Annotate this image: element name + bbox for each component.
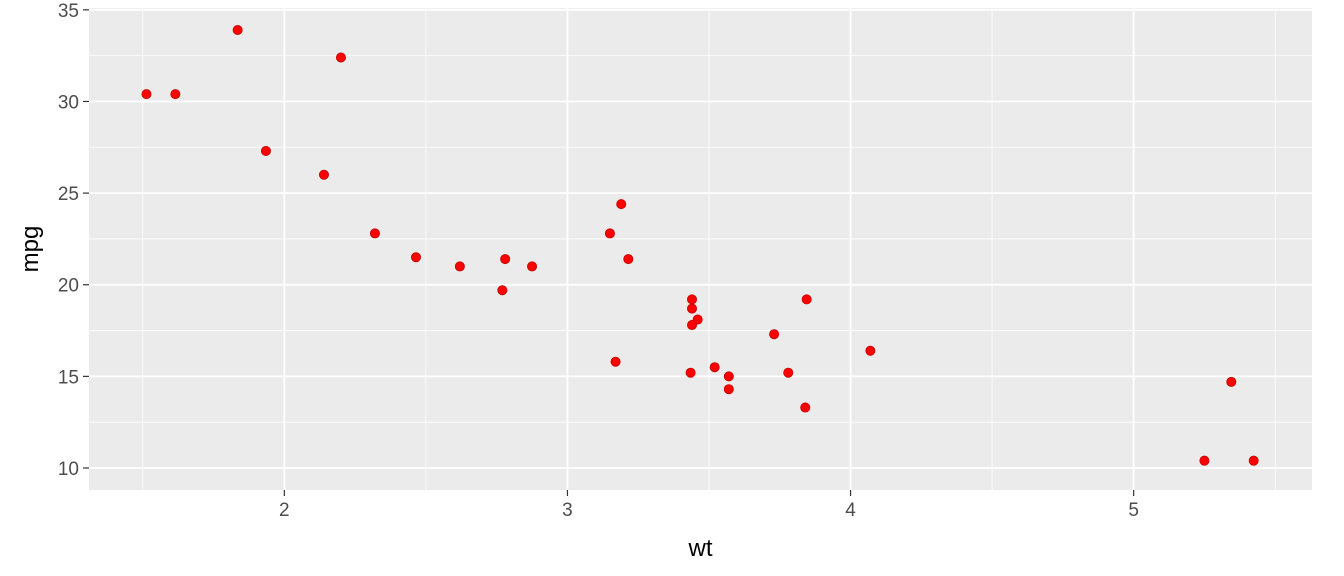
data-point — [1199, 455, 1210, 466]
data-point — [687, 320, 698, 331]
data-point — [1248, 455, 1259, 466]
data-point — [610, 356, 621, 367]
data-point — [685, 367, 696, 378]
x-tick-label: 2 — [279, 500, 290, 521]
data-point — [335, 52, 346, 63]
x-tick-label: 5 — [1128, 500, 1139, 521]
data-point — [687, 294, 698, 305]
data-point — [723, 384, 734, 395]
data-point — [769, 329, 780, 340]
data-point — [500, 254, 511, 265]
data-point — [604, 228, 615, 239]
minor-gridlines — [89, 8, 1312, 490]
x-axis-ticks: 2 3 4 5 — [279, 490, 1139, 521]
data-point — [783, 367, 794, 378]
data-point — [141, 89, 152, 100]
data-point — [800, 402, 811, 413]
data-point — [623, 254, 634, 265]
data-point — [454, 261, 465, 272]
x-tick-label: 4 — [845, 500, 856, 521]
data-points — [141, 24, 1259, 466]
data-point — [1226, 376, 1237, 387]
data-point — [801, 294, 812, 305]
y-tick-label: 10 — [58, 459, 79, 480]
data-point — [865, 345, 876, 356]
data-point — [232, 24, 243, 35]
y-tick-label: 30 — [58, 92, 79, 113]
x-tick-label: 3 — [562, 500, 573, 521]
y-tick-label: 15 — [58, 367, 79, 388]
data-point — [723, 371, 734, 382]
y-tick-label: 20 — [58, 276, 79, 297]
data-point — [318, 169, 329, 180]
data-point — [170, 89, 181, 100]
data-point — [616, 199, 627, 210]
data-point — [410, 252, 421, 263]
data-point — [527, 261, 538, 272]
major-gridlines — [89, 8, 1312, 490]
y-tick-label: 25 — [58, 184, 79, 205]
data-point — [687, 303, 698, 314]
data-point — [497, 285, 508, 296]
y-axis-title: mpg — [17, 226, 44, 273]
data-point — [709, 362, 720, 373]
x-axis-title: wt — [688, 535, 713, 562]
data-point — [260, 145, 271, 156]
data-point — [369, 228, 380, 239]
plot-panel — [89, 8, 1312, 490]
y-axis-ticks: 10 15 20 25 30 35 — [58, 1, 89, 480]
y-tick-label: 35 — [58, 1, 79, 22]
